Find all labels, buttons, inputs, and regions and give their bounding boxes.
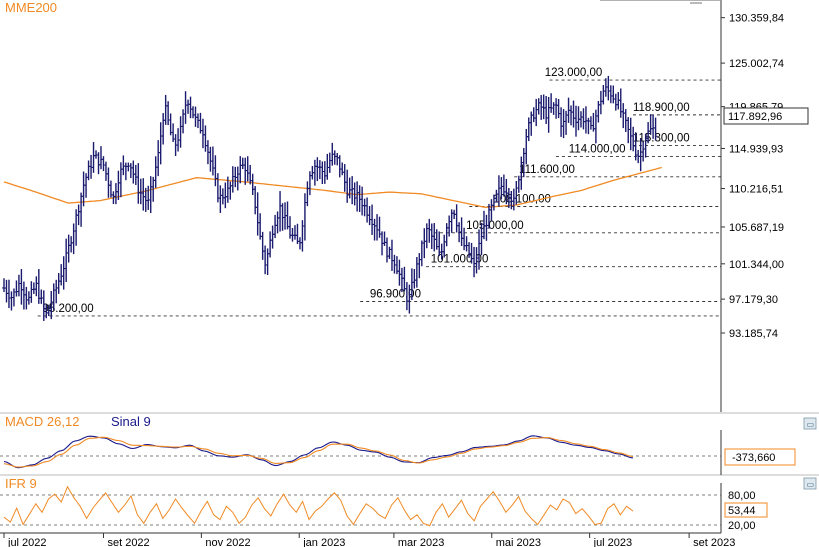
macd-panel: MACD 26,12 Sinal 9 -373,660 ▭ xyxy=(0,414,817,475)
price-panel-title: MME200 xyxy=(5,0,57,15)
macd-value-box: -373,660 xyxy=(724,448,796,466)
last-price-label: 117.892,96 xyxy=(728,111,782,123)
x-axis: jul 2022 set 2022 nov 2022 jan 2023 mar 2023… xyxy=(0,532,735,547)
x-tick-label: jul 2022 xyxy=(7,537,47,547)
price-y-ticks: 130.359,84125.002,74119.865,79114.939,93… xyxy=(721,13,784,340)
price-annotations: 123.000,00 118.900,00 115.300,00 114.000,00… xyxy=(37,67,721,317)
level-label: 95.200,00 xyxy=(43,303,94,315)
price-tick-label: 101.344,00 xyxy=(729,259,784,271)
macd-value-label: -373,660 xyxy=(732,452,775,464)
x-tick-label: mar 2023 xyxy=(398,537,444,547)
ifr-line xyxy=(3,485,634,527)
price-tick-label: 114.939,93 xyxy=(729,143,783,155)
ifr-level-20-label: 20,00 xyxy=(728,520,756,532)
price-tick-label: 105.687,19 xyxy=(729,222,784,234)
price-tick-label: 130.359,84 xyxy=(729,13,784,25)
ifr-title: IFR 9 xyxy=(5,476,37,491)
x-tick-label: set 2022 xyxy=(107,537,149,547)
price-tick-label: 93.185,74 xyxy=(729,328,778,340)
level-label: 108.100,00 xyxy=(493,193,551,205)
ifr-settings-icon[interactable]: ▭ xyxy=(803,477,817,490)
x-ticks: jul 2022 set 2022 nov 2022 jan 2023 mar 2023… xyxy=(3,533,735,547)
svg-text:▭: ▭ xyxy=(807,480,815,489)
level-label: 123.000,00 xyxy=(545,67,603,79)
price-panel: 130.359,84125.002,74119.865,79114.939,93… xyxy=(2,0,809,412)
level-label: 105.000,00 xyxy=(466,220,524,232)
level-label: 96.900,00 xyxy=(370,289,421,301)
price-tick-label: 110.216,51 xyxy=(729,184,783,196)
level-label: 115.300,00 xyxy=(633,132,690,144)
x-tick-label: mai 2023 xyxy=(496,537,541,547)
ifr-value-box: 53,44 xyxy=(724,502,768,518)
last-price-box: 117.892,96 xyxy=(723,107,809,125)
macd-title: MACD 26,12 xyxy=(5,414,79,429)
macd-line xyxy=(3,435,634,469)
x-tick-label: nov 2022 xyxy=(205,537,250,547)
ifr-panel: IFR 9 80,00 20,00 53,44 ▭ xyxy=(0,476,817,533)
ifr-value-label: 53,44 xyxy=(728,505,756,517)
x-tick-label: jul 2023 xyxy=(593,537,633,547)
price-tick-label: 97.179,30 xyxy=(729,294,778,306)
ifr-level-80-label: 80,00 xyxy=(728,490,756,502)
svg-text:▭: ▭ xyxy=(807,420,815,429)
level-label: 118.900,00 xyxy=(633,102,690,114)
macd-settings-icon[interactable]: ▭ xyxy=(803,417,817,430)
ohlc-bars xyxy=(2,75,658,321)
x-tick-label: jan 2023 xyxy=(302,537,345,547)
level-label: 111.600,00 xyxy=(519,164,575,176)
signal-line xyxy=(3,436,634,468)
level-label: 114.000,00 xyxy=(569,143,626,155)
price-tick-label: 125.002,74 xyxy=(729,58,784,70)
signal-title: Sinal 9 xyxy=(111,414,151,429)
x-tick-label: set 2023 xyxy=(693,537,735,547)
